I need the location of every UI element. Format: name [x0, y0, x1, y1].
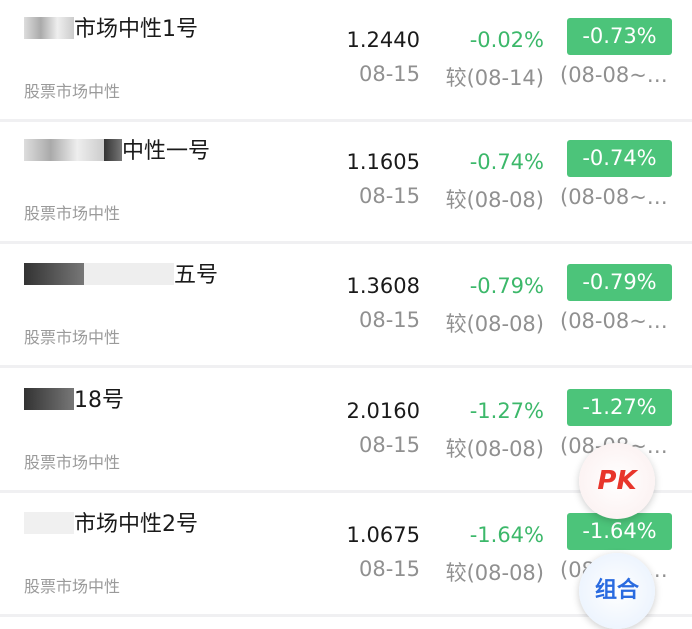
fund-nav: 2.0160 [346, 399, 420, 423]
daily-change: -1.64% [469, 523, 544, 547]
nav-date: 08-15 [358, 557, 420, 581]
fund-category: 股票市场中性 [24, 453, 121, 472]
fund-row[interactable]: 18号 股票市场中性 2.0160 08-15 -1.27% 较(08-08) … [0, 371, 692, 493]
nav-date: 08-15 [358, 308, 420, 332]
nav-date: 08-15 [358, 62, 420, 86]
daily-change: -0.74% [469, 150, 544, 174]
compare-date: 较(08-08) [445, 188, 544, 212]
period-change-badge: -1.27% [567, 389, 672, 426]
period-range: (08-08~… [560, 185, 668, 209]
fund-nav: 1.3608 [346, 274, 420, 298]
period-change-badge: -1.64% [567, 513, 672, 550]
pk-button[interactable]: PK [579, 443, 655, 519]
period-change-badge: -0.73% [567, 18, 672, 55]
daily-change: -1.27% [469, 399, 544, 423]
combo-button[interactable]: 组合 [579, 553, 655, 629]
period-change-badge: -0.74% [567, 140, 672, 177]
fund-nav: 1.0675 [346, 523, 420, 547]
daily-change: -0.02% [469, 28, 544, 52]
fund-name: 18号 [24, 385, 224, 417]
pk-label: PK [597, 466, 637, 496]
compare-date: 较(08-08) [445, 437, 544, 461]
compare-date: 较(08-08) [445, 561, 544, 585]
combo-label: 组合 [594, 578, 639, 603]
nav-date: 08-15 [358, 433, 420, 457]
fund-row[interactable]: 市场中性1号 股票市场中性 1.2440 08-15 -0.02% 较(08-1… [0, 0, 692, 122]
nav-date: 08-15 [358, 184, 420, 208]
compare-date: 较(08-14) [445, 66, 544, 90]
fund-nav: 1.1605 [346, 150, 420, 174]
fund-name: 市场中性1号 [24, 14, 224, 46]
period-range: (08-08~… [560, 63, 668, 87]
fund-row[interactable]: 五号 股票市场中性 1.3608 08-15 -0.79% 较(08-08) -… [0, 246, 692, 368]
period-change-badge: -0.79% [567, 264, 672, 301]
fund-row[interactable]: 中性一号 股票市场中性 1.1605 08-15 -0.74% 较(08-08)… [0, 122, 692, 244]
fund-nav: 1.2440 [346, 28, 420, 52]
fund-category: 股票市场中性 [24, 577, 121, 596]
compare-date: 较(08-08) [445, 312, 544, 336]
fund-category: 股票市场中性 [24, 328, 121, 347]
period-range: (08-08~… [560, 309, 668, 333]
fund-name: 五号 [24, 260, 224, 292]
fund-name: 市场中性2号 [24, 509, 224, 541]
fund-category: 股票市场中性 [24, 82, 121, 101]
fund-name: 中性一号 [24, 136, 224, 168]
fund-category: 股票市场中性 [24, 204, 121, 223]
daily-change: -0.79% [469, 274, 544, 298]
